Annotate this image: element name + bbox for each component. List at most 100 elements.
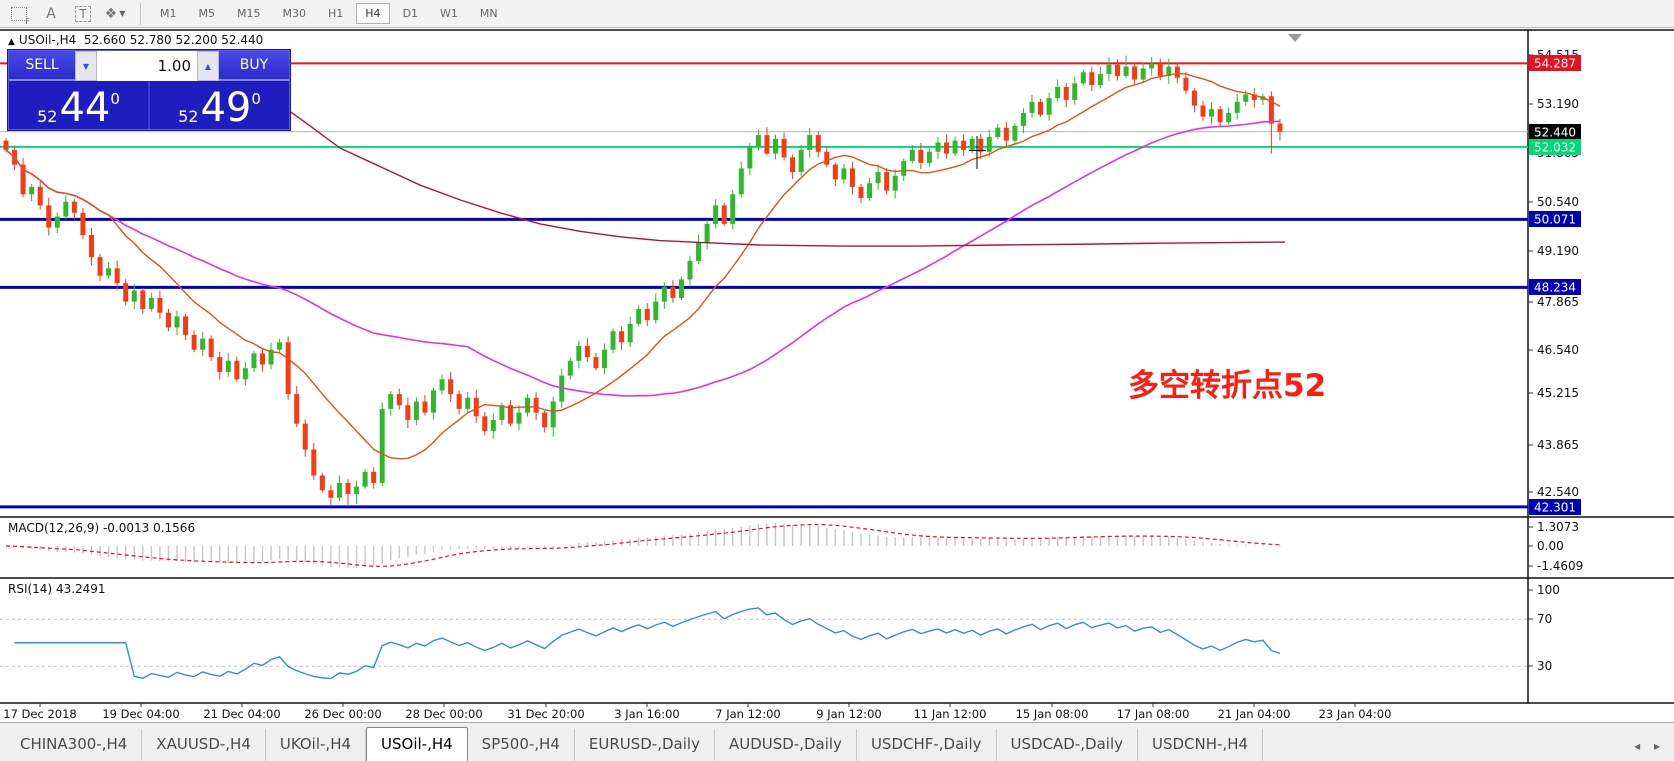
price-badge-label-52.032: 52.032 bbox=[1534, 141, 1576, 155]
candle-body-up bbox=[54, 216, 60, 228]
candle-body-down bbox=[790, 157, 796, 173]
tab-xauusd-h4[interactable]: XAUUSD-,H4 bbox=[142, 729, 266, 761]
candle-body-up bbox=[431, 390, 436, 413]
candle-body-down bbox=[285, 342, 291, 395]
candle-body-up bbox=[200, 338, 206, 350]
candle-body-down bbox=[191, 334, 197, 350]
timeframe-button-w1[interactable]: W1 bbox=[440, 7, 458, 20]
tab-usdcad-daily[interactable]: USDCAD-,Daily bbox=[997, 729, 1138, 761]
tab-china300-h4[interactable]: CHINA300-,H4 bbox=[6, 729, 143, 761]
text-label-icon[interactable]: T bbox=[70, 3, 96, 25]
sell-button[interactable]: SELL bbox=[9, 51, 75, 81]
tab-audusd-daily[interactable]: AUDUSD-,Daily bbox=[715, 729, 857, 761]
candle-body-up bbox=[1020, 112, 1026, 126]
tile-windows-icon[interactable] bbox=[6, 3, 32, 26]
candle-body-up bbox=[106, 268, 112, 276]
candle-body-down bbox=[918, 149, 924, 163]
timeframe-button-d1[interactable]: D1 bbox=[402, 7, 419, 20]
candle-body-down bbox=[302, 423, 308, 450]
timeframe-button-h1[interactable]: H1 bbox=[328, 7, 344, 20]
tab-usdchf-daily[interactable]: USDCHF-,Daily bbox=[857, 729, 997, 761]
candle-body-down bbox=[781, 138, 787, 158]
candle-body-up bbox=[131, 290, 137, 302]
macd-axis-label-1.3073: 1.3073 bbox=[1537, 520, 1579, 534]
time-axis-label: 3 Jan 16:00 bbox=[614, 707, 680, 721]
trade-panel-top-row: SELL ▼ ▲ BUY bbox=[9, 51, 289, 81]
candle-body-up bbox=[704, 223, 710, 243]
timeframe-button-m30[interactable]: M30 bbox=[282, 7, 307, 20]
candle-body-up bbox=[388, 394, 394, 409]
trade-panel-price-row: 52 44 0 52 49 0 bbox=[9, 81, 289, 129]
candle-body-up bbox=[678, 279, 684, 298]
tab-scroll-right-icon[interactable]: ▸ bbox=[1653, 739, 1660, 753]
candle-body-up bbox=[242, 368, 248, 380]
candle-body-up bbox=[738, 168, 744, 195]
tab-eurusd-daily[interactable]: EURUSD-,Daily bbox=[575, 729, 715, 761]
chart-symbol-label: USOil-,H4 bbox=[18, 33, 77, 47]
candle-body-up bbox=[1123, 66, 1129, 76]
buy-price-button[interactable]: 52 49 0 bbox=[148, 81, 289, 129]
timeframe-button-m5[interactable]: M5 bbox=[198, 7, 216, 20]
candle-body-down bbox=[3, 140, 9, 150]
tab-scroll-left-icon[interactable]: ◂ bbox=[1634, 739, 1641, 753]
sell-price-button[interactable]: 52 44 0 bbox=[9, 81, 148, 129]
candle-body-up bbox=[661, 286, 667, 302]
price-axis-label-49.190: 49.190 bbox=[1537, 244, 1579, 258]
candle-body-up bbox=[909, 149, 915, 162]
candle-body-up bbox=[1080, 72, 1086, 84]
volume-input[interactable] bbox=[97, 51, 197, 81]
candle-body-up bbox=[354, 486, 360, 495]
candle-body-down bbox=[1191, 90, 1197, 106]
font-icon[interactable]: A bbox=[46, 5, 56, 22]
time-axis-label: 17 Dec 2018 bbox=[3, 707, 76, 721]
candle-body-down bbox=[884, 172, 890, 191]
candle-body-up bbox=[892, 175, 898, 191]
buy-price-sup: 0 bbox=[251, 90, 261, 108]
candle-body-up bbox=[1012, 125, 1018, 141]
price-axis-label-46.540: 46.540 bbox=[1537, 343, 1579, 357]
tab-usoil-h4[interactable]: USOil-,H4 bbox=[366, 727, 468, 761]
top-toolbar: A T ❖ ▼ M1 M5 M15 M30 H1 H4 D1 W1 MN bbox=[0, 0, 1674, 28]
candle-body-up bbox=[952, 140, 958, 154]
candle-body-down bbox=[1063, 87, 1069, 100]
time-axis-label: 17 Jan 08:00 bbox=[1117, 707, 1190, 721]
volume-decrease-button[interactable]: ▼ bbox=[75, 51, 97, 81]
candle-body-up bbox=[336, 482, 342, 498]
candle-body-down bbox=[456, 394, 462, 409]
candle-body-down bbox=[1003, 127, 1009, 141]
cursor-mode-icon[interactable]: ❖ ▼ bbox=[102, 3, 128, 25]
candle-body-up bbox=[1149, 63, 1155, 69]
tab-usdcnh-h4[interactable]: USDCNH-,H4 bbox=[1138, 729, 1264, 761]
scroll-end-triangle-icon[interactable] bbox=[1288, 34, 1302, 42]
tab-sp500-h4[interactable]: SP500-,H4 bbox=[468, 729, 575, 761]
price-axis-label-47.865: 47.865 bbox=[1537, 295, 1579, 309]
time-axis-label: 11 Jan 12:00 bbox=[914, 707, 987, 721]
volume-increase-button[interactable]: ▲ bbox=[197, 51, 219, 81]
timeframe-button-m15[interactable]: M15 bbox=[237, 7, 261, 20]
candle-body-down bbox=[619, 331, 625, 343]
candle-body-up bbox=[807, 135, 813, 150]
price-axis-label-42.540: 42.540 bbox=[1537, 485, 1579, 499]
candle-body-up bbox=[1140, 68, 1146, 80]
candle-body-down bbox=[260, 353, 265, 365]
candle-body-down bbox=[20, 164, 26, 195]
candle-body-up bbox=[713, 205, 719, 224]
timeframe-button-m1[interactable]: M1 bbox=[160, 7, 177, 20]
candle-body-up bbox=[969, 138, 975, 150]
chart-ohlc-values: 52.660 52.780 52.200 52.440 bbox=[83, 33, 264, 47]
toolbar-separator bbox=[140, 2, 141, 25]
candle-body-up bbox=[379, 408, 385, 483]
time-axis-label: 9 Jan 12:00 bbox=[816, 707, 882, 721]
candle-body-up bbox=[439, 379, 445, 391]
candle-body-down bbox=[1277, 123, 1283, 132]
candle-body-down bbox=[319, 475, 325, 491]
candle-body-up bbox=[63, 201, 69, 217]
macd-axis-label-0.00: 0.00 bbox=[1537, 539, 1564, 553]
timeframe-button-mn[interactable]: MN bbox=[479, 7, 498, 20]
timeframe-button-h4[interactable]: H4 bbox=[356, 3, 390, 24]
candle-body-up bbox=[225, 360, 231, 372]
tab-ukoil-h4[interactable]: UKOil-,H4 bbox=[266, 729, 367, 761]
buy-button[interactable]: BUY bbox=[219, 51, 289, 81]
candle-body-down bbox=[858, 186, 864, 199]
